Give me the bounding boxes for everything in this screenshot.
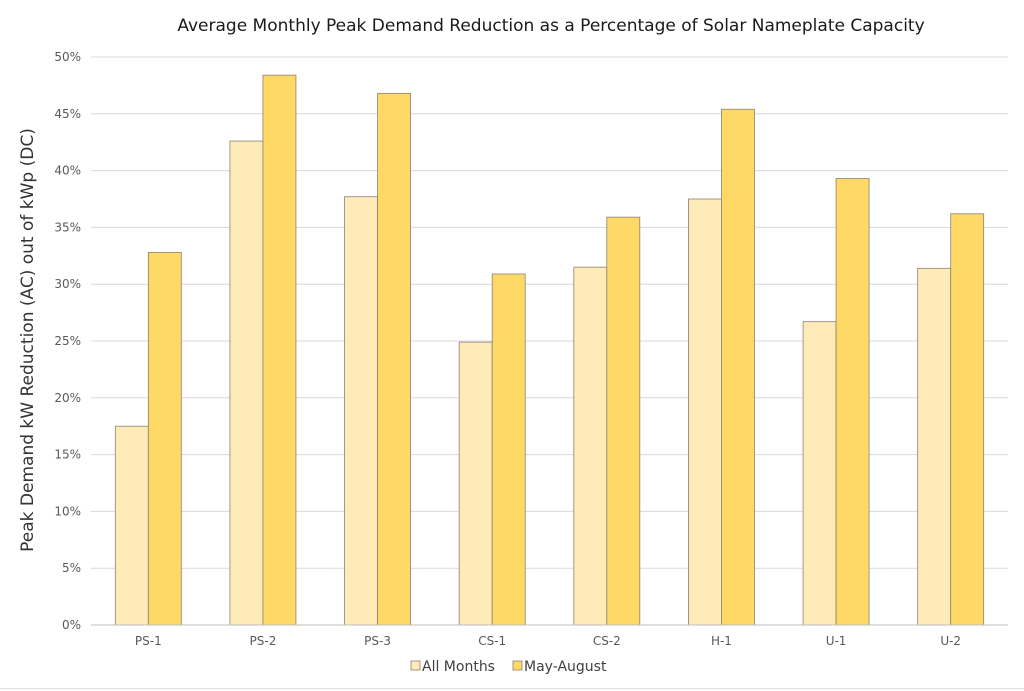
x-tick-label: CS-2	[593, 634, 621, 648]
bar	[950, 213, 985, 626]
bar	[377, 92, 411, 626]
bar	[491, 273, 526, 626]
bar	[606, 216, 641, 626]
bar-group	[802, 178, 870, 626]
y-tick-label: 35%	[54, 220, 81, 234]
legend-label: May-August	[524, 659, 607, 675]
x-tick-label: U-1	[826, 634, 847, 648]
y-tick-label: 10%	[54, 504, 81, 518]
y-tick-label: 0%	[62, 618, 81, 632]
bar	[262, 74, 297, 626]
x-tick-label: H-1	[711, 634, 732, 648]
bar	[229, 140, 264, 626]
bar	[688, 198, 722, 626]
x-tick-label: CS-1	[478, 634, 506, 648]
bar	[147, 251, 182, 626]
bottom-divider	[0, 688, 1024, 689]
legend: All Months May-August	[410, 659, 607, 675]
bar-group	[458, 273, 526, 626]
bar	[344, 196, 378, 626]
y-tick-label: 20%	[54, 391, 81, 405]
bar-group	[688, 108, 755, 626]
bar	[802, 321, 837, 626]
chart-title: Average Monthly Peak Demand Reduction as…	[177, 16, 924, 36]
bar-group	[573, 216, 641, 626]
x-tick-label: PS-1	[135, 634, 162, 648]
y-tick-label: 30%	[54, 277, 81, 291]
x-tick-label: PS-3	[364, 634, 391, 648]
bar	[458, 341, 493, 626]
bar-group	[917, 213, 985, 626]
bar	[721, 108, 755, 626]
gridlines	[91, 56, 1008, 569]
y-tick-label: 5%	[62, 561, 81, 575]
bar	[917, 267, 952, 626]
axes: 0% 5% 10% 15% 20% 25% 30% 35% 40% 45% 50% PS-1 PS-2 P…	[54, 50, 1008, 648]
y-axis-label: Peak Demand kW Reduction (AC) out of kWp…	[18, 128, 38, 552]
y-tick-label: 25%	[54, 334, 81, 348]
bar	[835, 178, 870, 626]
bars	[114, 74, 985, 626]
bar-group	[114, 251, 182, 626]
y-tick-label: 15%	[54, 448, 81, 462]
legend-swatch	[410, 660, 421, 671]
legend-label: All Months	[422, 659, 495, 675]
y-tick-label: 45%	[54, 107, 81, 121]
bar-group	[344, 92, 411, 626]
bar	[573, 266, 608, 626]
x-tick-label: U-2	[940, 634, 961, 648]
bar-group	[229, 74, 297, 626]
y-tick-label: 40%	[54, 164, 81, 178]
x-tick-label: PS-2	[250, 634, 277, 648]
y-tick-label: 50%	[54, 50, 81, 64]
bar	[114, 425, 149, 626]
legend-swatch	[512, 660, 523, 671]
